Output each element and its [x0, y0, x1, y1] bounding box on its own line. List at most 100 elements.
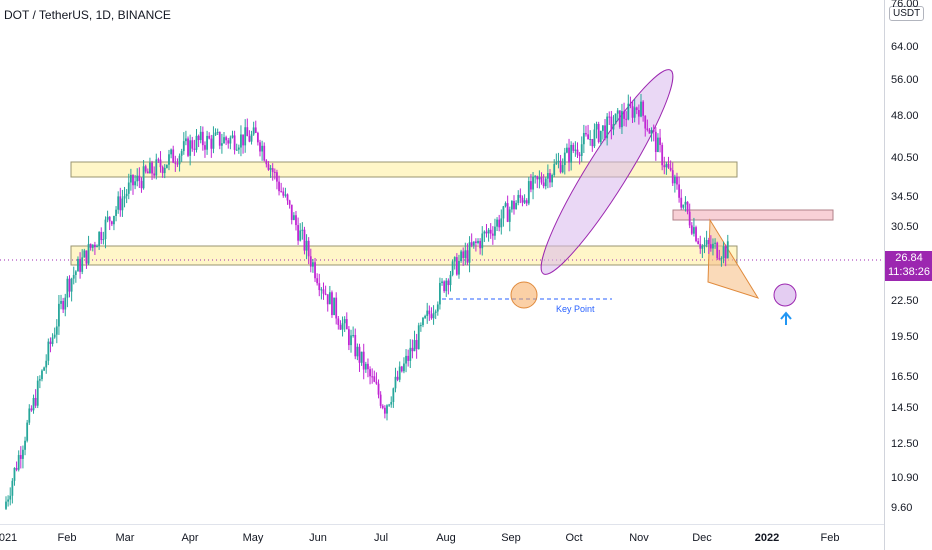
candle [47, 341, 50, 361]
candle [34, 397, 37, 406]
candle [633, 107, 636, 118]
bar-countdown: 11:38:26 [887, 266, 930, 278]
candle [350, 335, 352, 346]
candle [193, 148, 196, 150]
candle [149, 162, 151, 174]
candle [621, 111, 623, 128]
candle [379, 394, 382, 406]
time-label-jun: Jun [309, 532, 327, 544]
candle [614, 113, 617, 125]
candle [695, 227, 697, 242]
candle [716, 242, 719, 259]
candle [74, 271, 77, 275]
candle [599, 130, 602, 143]
candle [309, 256, 312, 267]
candle [127, 182, 130, 194]
price-label: 12.50 [891, 438, 919, 450]
candle [259, 142, 261, 152]
candle [532, 176, 534, 190]
candle [307, 240, 310, 257]
candle [523, 200, 526, 203]
candle [161, 167, 164, 174]
candle [542, 182, 545, 187]
candle [663, 165, 666, 168]
candle [443, 281, 446, 292]
candle [680, 197, 683, 208]
candle [551, 174, 553, 183]
resistance-zone-upper[interactable] [70, 161, 738, 178]
candle [468, 242, 471, 263]
candle [693, 227, 695, 234]
falling-wedge[interactable] [707, 218, 760, 299]
candle [17, 455, 20, 470]
candle [284, 194, 287, 196]
symbol-title[interactable]: DOT / TetherUS, 1D, BINANCE [4, 8, 171, 22]
candle [659, 137, 661, 145]
candle [580, 144, 583, 156]
support-zone[interactable] [70, 245, 738, 266]
candle [343, 319, 346, 324]
candle [627, 103, 630, 120]
candle [276, 172, 278, 182]
price-label: 19.50 [891, 331, 919, 343]
candle [153, 173, 156, 176]
candle [479, 240, 482, 249]
candle [407, 355, 410, 361]
candle [530, 181, 532, 190]
candle [55, 326, 58, 335]
candle [392, 388, 395, 403]
candle [185, 138, 187, 142]
candle [79, 258, 81, 272]
candle [625, 118, 628, 120]
candle [637, 110, 640, 117]
currency-badge[interactable]: USDT [889, 6, 925, 21]
candle [335, 297, 338, 319]
candle [104, 219, 107, 240]
time-label-may: May [242, 532, 264, 544]
time-label-feb-2022: Feb [820, 532, 840, 544]
candle [709, 244, 712, 249]
price-label: 40.50 [891, 152, 919, 164]
candle [81, 257, 84, 272]
candle [36, 380, 39, 406]
candle [714, 242, 716, 244]
candle [41, 370, 43, 380]
candle [485, 231, 488, 234]
candle [475, 241, 477, 244]
time-label-2022: 2022 [754, 532, 780, 544]
price-axis[interactable]: USDT 76.00 64.00 56.00 48.00 40.50 34.50… [884, 0, 932, 550]
candle [519, 194, 522, 198]
candle [582, 133, 585, 145]
candle [629, 103, 632, 107]
bottom-circle[interactable] [773, 283, 797, 307]
candle [292, 215, 295, 220]
candle [525, 200, 528, 204]
candle [574, 149, 577, 151]
resistance-zone-right[interactable] [672, 209, 834, 221]
candle [652, 129, 655, 132]
candle [720, 258, 723, 260]
candle [77, 258, 79, 272]
time-label-sep: Sep [501, 532, 521, 544]
candle [453, 257, 456, 262]
candle [515, 202, 518, 210]
candle [240, 134, 242, 148]
price-chart[interactable] [0, 0, 884, 550]
candle [305, 240, 308, 251]
chart-area[interactable]: DOT / TetherUS, 1D, BINANCE Key Point 02… [0, 0, 884, 550]
candle [631, 106, 634, 118]
key-point-circle[interactable] [510, 281, 538, 309]
candle [701, 246, 704, 249]
candle [498, 219, 501, 228]
candle [585, 133, 587, 135]
time-axis-divider [0, 524, 884, 525]
candle [210, 138, 213, 149]
candle [345, 319, 348, 330]
price-label: 10.90 [891, 472, 919, 484]
rally-ellipse[interactable] [526, 60, 687, 285]
candle [458, 260, 460, 275]
candle [223, 137, 225, 144]
candle [51, 337, 54, 344]
candle [229, 137, 232, 144]
candle [316, 278, 319, 284]
